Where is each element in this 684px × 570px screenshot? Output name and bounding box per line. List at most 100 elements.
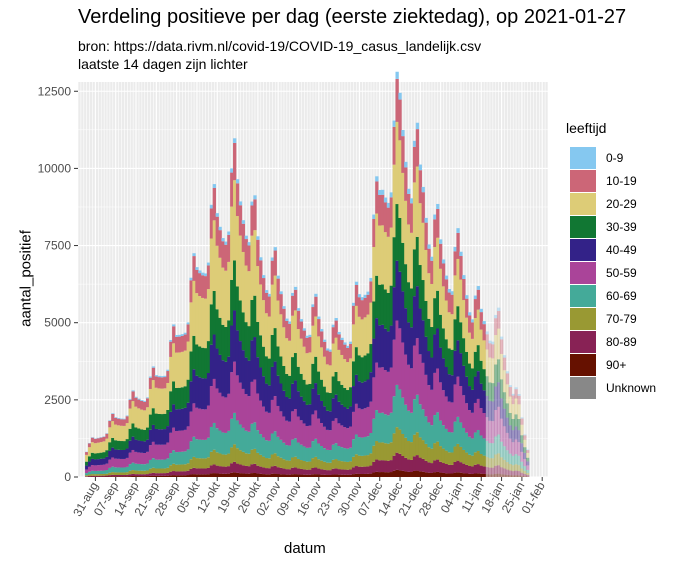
bar-segment [192,436,196,457]
bar-segment [491,474,495,477]
bar-segment [424,374,428,417]
bar-segment [131,401,135,424]
bar-segment [459,385,463,423]
bar-segment [288,398,292,422]
bar-segment [279,291,283,295]
bar-segment [412,399,417,435]
bar-segment [465,298,469,318]
bar-segment [430,327,434,358]
bar-segment [482,324,486,341]
bar-segment [215,465,219,474]
bar-segment [317,459,321,469]
bar-segment [392,287,396,340]
bar-segment [90,442,95,453]
bar-segment [502,392,507,409]
bar-segment [383,370,388,415]
bar-segment [293,467,298,475]
bar-segment [427,318,431,352]
bar-segment [134,439,138,452]
bar-segment [502,355,507,358]
bar-segment [256,465,260,474]
bar-segment [134,463,138,471]
bar-segment [418,354,422,405]
bar-segment [114,440,118,450]
bar-segment [177,430,182,452]
bar-segment [128,464,132,471]
bar-segment [340,404,344,426]
bar-segment [343,469,347,475]
bar-segment [174,430,179,453]
bar-segment [470,412,475,439]
bar-segment [322,461,327,470]
bar-segment [273,247,277,251]
bar-segment [238,235,243,301]
bar-segment [122,476,127,477]
bar-segment [305,404,309,427]
bar-segment [331,343,335,377]
bar-segment [424,222,428,250]
bar-segment [433,219,437,248]
bar-segment [488,400,492,421]
bar-segment [233,461,237,473]
bar-segment [349,406,353,427]
bar-segment [174,471,179,476]
bar-segment [494,335,498,365]
legend-key [570,170,596,192]
bar-segment [250,201,254,206]
bar-segment [508,438,512,454]
bar-segment [296,366,301,392]
bar-segment [404,457,408,472]
bar-segment [224,241,228,245]
bar-segment [143,474,147,477]
bar-segment [392,396,396,434]
bar-segment [430,260,434,284]
bar-segment [497,359,501,383]
bar-segment [160,444,164,460]
bar-segment [407,471,411,477]
bar-segment [108,420,112,421]
bar-segment [357,473,362,477]
bar-segment [180,451,185,465]
bar-segment [273,453,277,466]
bar-segment [494,409,498,437]
bar-segment [351,411,356,440]
bar-segment [482,413,486,439]
bar-segment [343,387,347,408]
bar-segment [453,246,457,252]
bar-segment [148,459,153,469]
bar-segment [131,449,135,463]
bar-segment [383,328,388,371]
bar-segment [450,464,454,474]
bar-segment [99,474,103,476]
bar-segment [262,456,266,468]
bar-segment [415,394,420,433]
bar-segment [143,429,147,442]
bar-segment [166,472,170,476]
bar-segment [116,449,121,459]
bar-segment [369,473,373,477]
bar-segment [192,256,196,281]
bar-segment [299,444,304,461]
bar-segment [122,472,127,475]
bar-segment [291,357,295,384]
bar-segment [380,189,385,195]
bar-segment [378,460,382,473]
bar-segment [108,475,112,477]
bar-segment [337,334,341,350]
bar-segment [131,390,135,392]
bar-segment [204,348,208,379]
bar-segment [174,335,179,337]
bar-segment [172,381,176,405]
bar-segment [354,374,359,404]
bar-segment [494,364,498,387]
bar-segment [122,467,127,473]
bar-segment [314,293,318,297]
bar-segment [192,456,196,468]
bar-segment [270,366,275,400]
bar-segment [253,199,257,231]
bar-segment [244,430,248,454]
bar-segment [302,401,306,424]
bar-segment [122,449,127,459]
bar-segment [450,314,454,350]
bar-segment [189,411,193,442]
